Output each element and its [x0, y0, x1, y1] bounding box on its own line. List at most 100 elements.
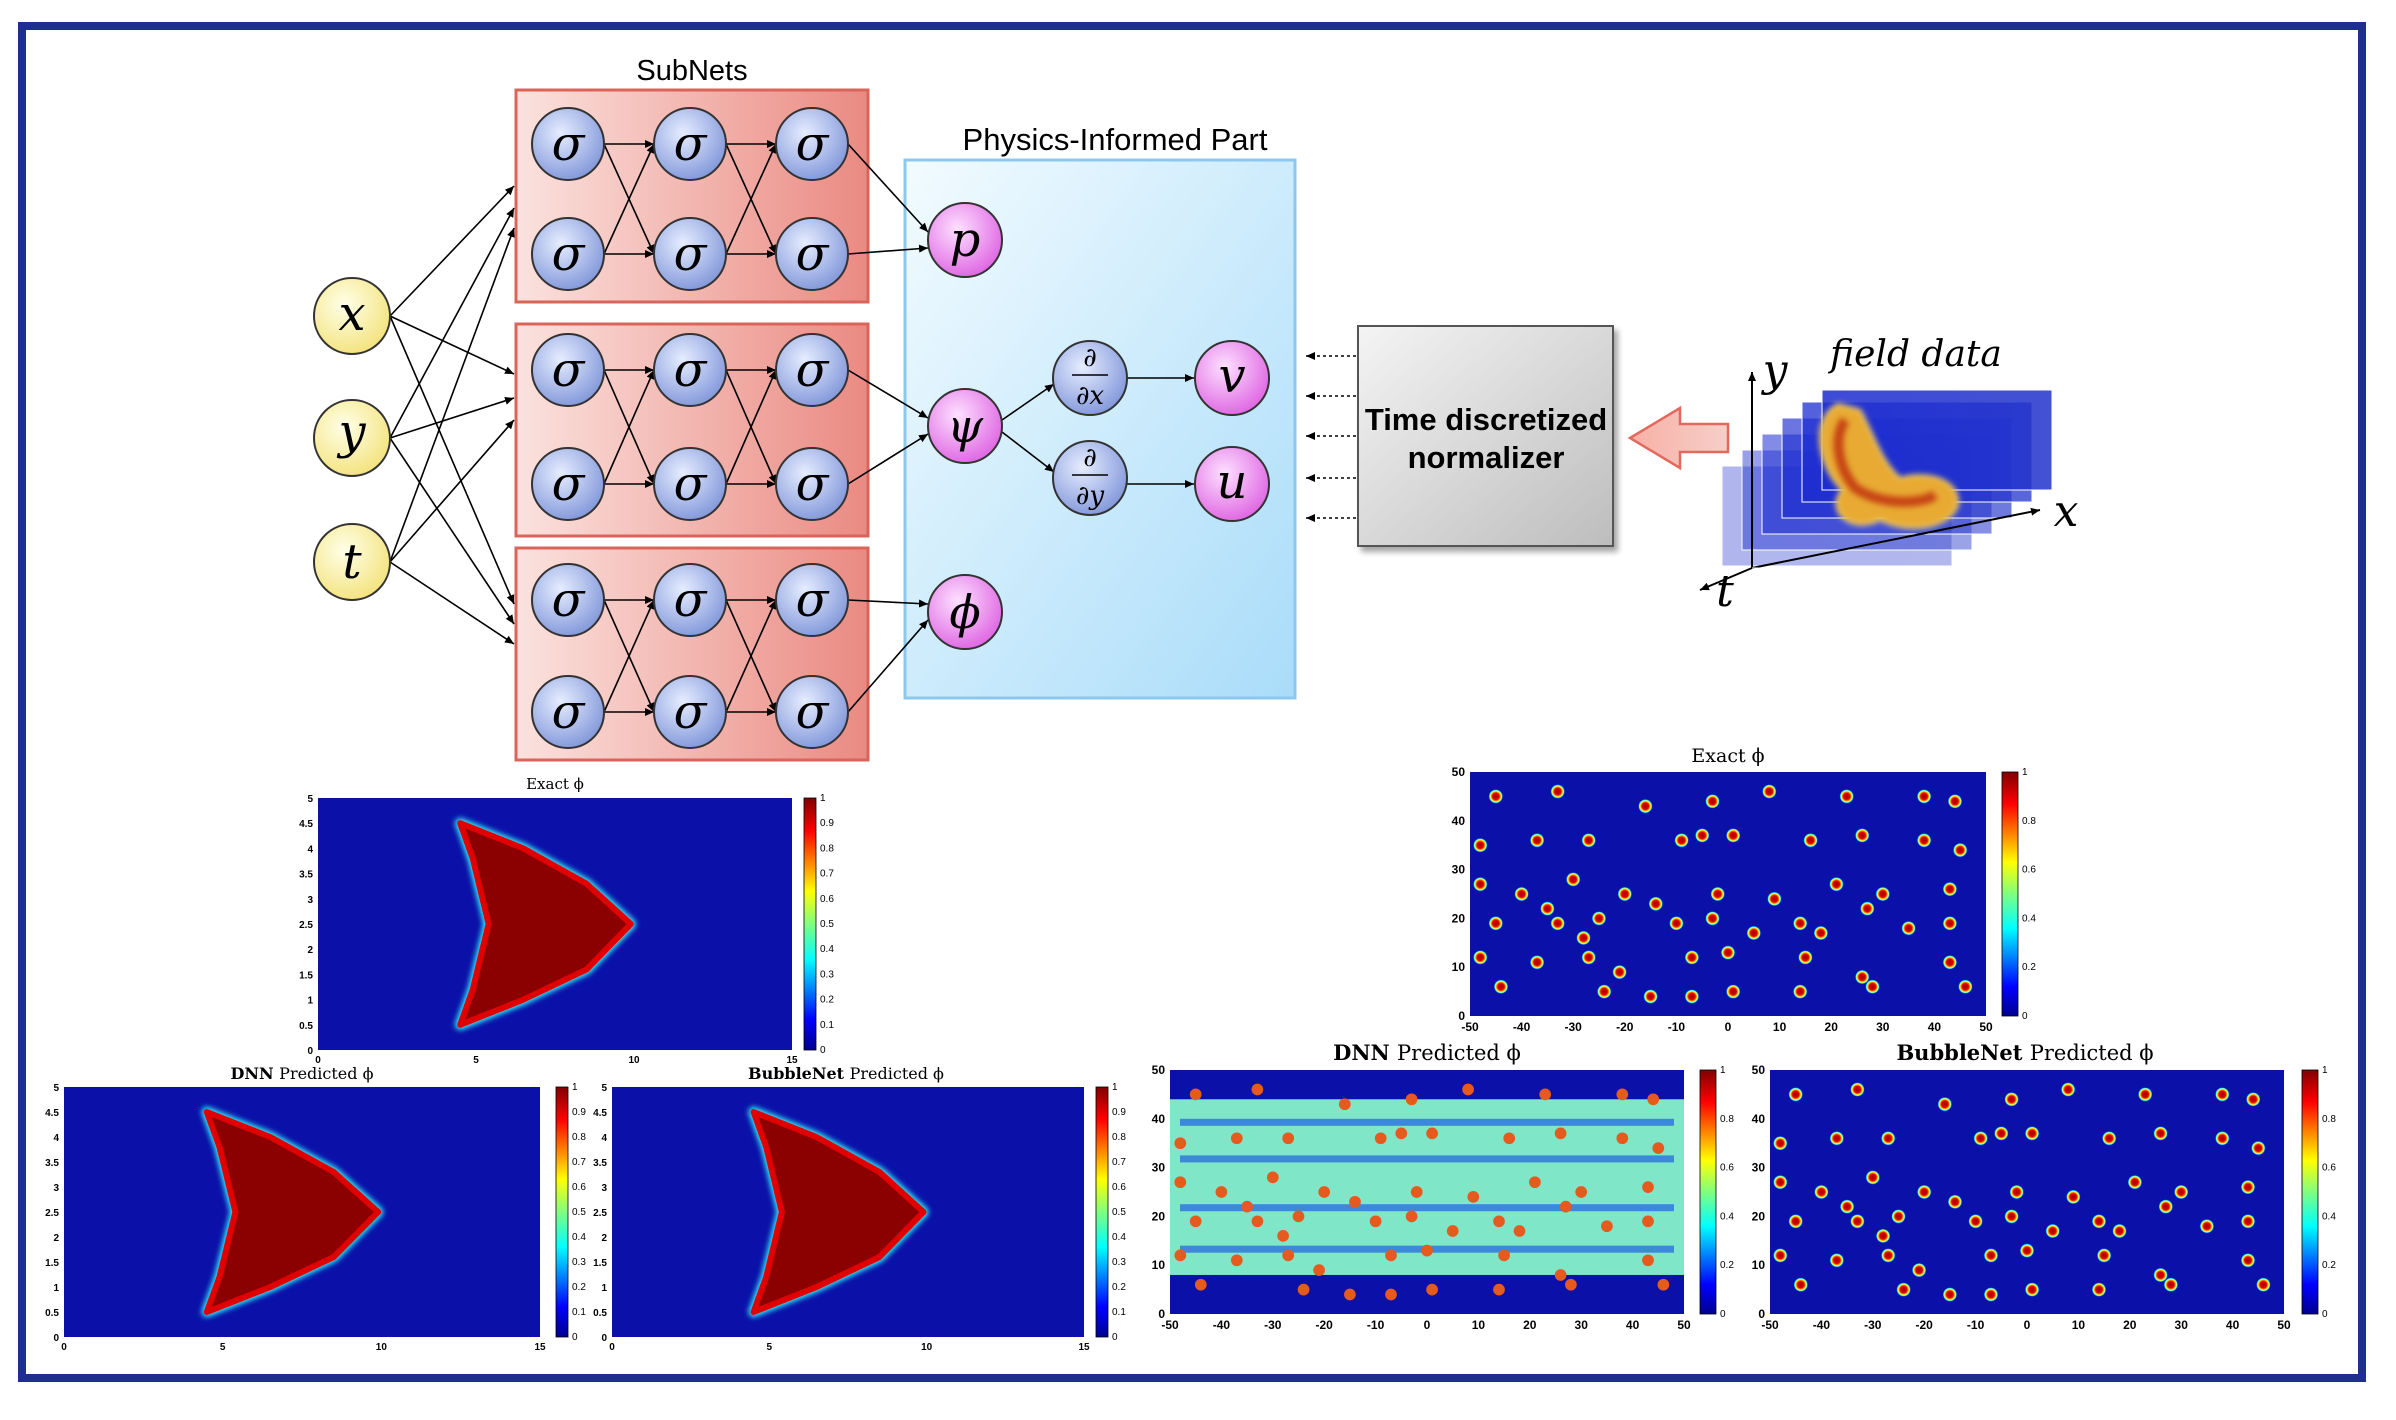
multi-dnn-bubble — [1385, 1288, 1397, 1301]
multi-bubblenet-bubble — [2091, 1282, 2107, 1297]
neuron-sigma: σ — [796, 684, 830, 740]
multi-exact-bubble — [1916, 832, 1932, 848]
y-tick-label: 30 — [1752, 1161, 1766, 1175]
normalizer-feedback-arrows — [1306, 352, 1356, 522]
multi-dnn-bubble — [1318, 1186, 1331, 1198]
neuron-sigma: σ — [552, 456, 586, 512]
multi-bubblenet-bubble — [1814, 1184, 1829, 1200]
multi-bubblenet-bubble — [2060, 1082, 2076, 1097]
output-node-psi — [927, 388, 1003, 464]
y-tick-label: 3 — [307, 895, 313, 906]
y-tick-label: 30 — [1452, 863, 1466, 877]
multi-dnn-bubble — [1642, 1181, 1654, 1193]
input-edge — [389, 227, 515, 563]
input-label-y: y — [336, 404, 366, 460]
normalizer-box — [1357, 325, 1614, 547]
multi-dnn-bubble — [1554, 1269, 1567, 1281]
data-flow-arrow — [1627, 405, 1730, 471]
multi-exact-bubble — [1746, 925, 1762, 941]
input-node-y — [313, 399, 391, 477]
output-node-phi — [927, 574, 1003, 650]
field-axis-t: t — [1716, 566, 1734, 617]
colorbar-single-bubblenet — [1095, 1086, 1109, 1338]
multi-dnn-bubble — [1529, 1176, 1541, 1189]
multi-bubblenet-bubble — [1983, 1248, 1999, 1263]
field-bubble-core — [1833, 417, 1938, 507]
y-tick-label: 2.5 — [45, 1208, 59, 1219]
colorbar-tick: 0 — [572, 1332, 578, 1343]
derivative-dx-num: ∂ — [1083, 343, 1096, 373]
y-tick-label: 4.5 — [45, 1108, 59, 1119]
neuron-g1-c0-r0 — [531, 333, 605, 407]
x-tick-label: 50 — [1677, 1318, 1691, 1332]
colorbar-tick: 0.2 — [2322, 1260, 2336, 1271]
output-nodes: p ψ ϕ ∂ ∂x ∂ ∂y v u — [927, 202, 1270, 650]
subnets-label: SubNets — [636, 55, 747, 87]
colorbar-tick: 0.4 — [2322, 1211, 2336, 1222]
multi-bubblenet-bubble — [2024, 1282, 2040, 1297]
multi-dnn-bubble — [1410, 1186, 1423, 1198]
x-tick-label: -20 — [1316, 1318, 1334, 1332]
y-tick-label: 0.5 — [45, 1308, 59, 1319]
multi-bubblenet-bubble — [1788, 1213, 1804, 1229]
multi-exact-bubble — [1705, 911, 1720, 926]
colorbar-tick: 0.1 — [572, 1307, 586, 1318]
multi-bubblenet-bubble — [2173, 1184, 2189, 1200]
multi-dnn-bubble — [1313, 1264, 1325, 1276]
multi-exact-bubble — [1705, 793, 1720, 809]
derivative-node-dx — [1052, 340, 1128, 416]
neuron-g2-c1-r1 — [653, 675, 727, 749]
output-edge — [847, 369, 929, 419]
colorbar-tick: 0.8 — [1720, 1114, 1734, 1125]
y-tick-label: 4.5 — [593, 1108, 607, 1119]
colorbar-tick: 0.6 — [572, 1182, 586, 1193]
colorbar-tick: 0.9 — [572, 1107, 586, 1118]
multi-dnn-bubble — [1338, 1098, 1351, 1111]
x-tick-label: -10 — [1967, 1318, 1985, 1332]
x-tick-label: 10 — [628, 1055, 640, 1066]
colorbar-tick: 0.6 — [2322, 1163, 2336, 1174]
multi-bubblenet-bubble — [1911, 1262, 1927, 1278]
multi-dnn-bubble — [1282, 1132, 1295, 1145]
colorbar-tick: 0 — [1720, 1309, 1726, 1320]
multi-bubblenet-bubble — [1839, 1199, 1855, 1214]
normalizer-line2: normalizer — [1408, 440, 1565, 475]
colorbar-tick: 1 — [572, 1082, 578, 1093]
multi-bubblenet-bubble — [1993, 1126, 2009, 1141]
input-nodes: x y t — [313, 277, 391, 601]
y-tick-label: 0 — [53, 1333, 59, 1344]
x-tick-label: -20 — [1616, 1020, 1634, 1034]
multi-bubblenet-bubble — [1880, 1130, 1896, 1146]
multi-bubblenet-bubble — [2214, 1087, 2230, 1102]
neuron-sigma: σ — [674, 456, 708, 512]
output-label-phi: ϕ — [949, 585, 980, 639]
colorbar-tick: 0.6 — [820, 894, 834, 905]
neuron-g2-c0-r0 — [531, 563, 605, 637]
multi-dnn-bubble — [1369, 1215, 1382, 1228]
multi-dnn-bubble — [1652, 1142, 1665, 1154]
field-data-stack — [1699, 372, 2053, 591]
input-node-t — [313, 523, 391, 601]
colorbar-multi-dnn — [1699, 1069, 1717, 1315]
multi-exact-bubble — [1529, 832, 1545, 848]
colorbar-tick: 0 — [2022, 1011, 2028, 1022]
neuron-g0-c1-r1 — [653, 217, 727, 291]
colorbar-tick: 0.2 — [572, 1282, 586, 1293]
x-tick-label: 50 — [1979, 1020, 1993, 1034]
input-edge — [389, 561, 515, 645]
multi-bubblenet-bubble — [2158, 1199, 2174, 1214]
y-tick-label: 1 — [601, 1283, 607, 1294]
x-tick-label: 20 — [2123, 1318, 2137, 1332]
multi-dnn-bubble — [1349, 1195, 1361, 1208]
colorbar-multi-exact — [2001, 771, 2019, 1017]
multi-exact-bubble — [1761, 784, 1777, 799]
colorbar-tick: 0.8 — [2322, 1114, 2336, 1125]
y-tick-label: 10 — [1752, 1258, 1766, 1272]
x-tick-label: 40 — [1626, 1318, 1640, 1332]
multi-dnn-bubble — [1657, 1278, 1670, 1291]
multi-exact-bubble — [1813, 925, 1829, 941]
y-tick-label: 0 — [1458, 1009, 1465, 1023]
y-tick-label: 20 — [1452, 911, 1466, 925]
colorbar-tick: 0 — [820, 1045, 826, 1056]
input-node-x — [313, 277, 391, 355]
